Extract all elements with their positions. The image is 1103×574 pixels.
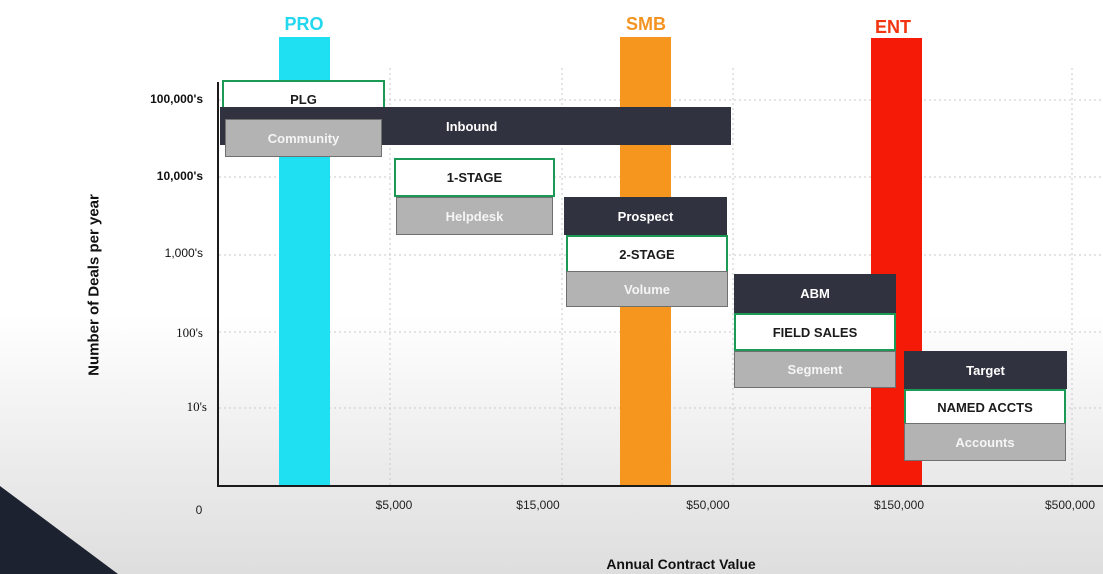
x-axis-title: Annual Contract Value [606,556,756,572]
box-community: Community [225,119,382,157]
box-abm: ABM [734,274,896,313]
y-axis-title: Number of Deals per year [85,194,103,376]
x-tick-50000: $50,000 [686,498,730,512]
box-accounts: Accounts [904,423,1066,461]
x-tick-5000: $5,000 [375,498,413,512]
box-segment: Segment [734,351,896,388]
y-tick-10000: 10,000's [156,169,203,183]
corner-decoration [0,486,118,574]
box-named-accts: NAMED ACCTS [904,389,1066,425]
y-tick-100: 100's [176,325,203,340]
x-tick-150000: $150,000 [873,498,925,512]
box-target: Target [904,351,1067,389]
box-volume: Volume [566,271,728,307]
seg-label-smb: SMB [626,14,666,34]
seg-label-ent: ENT [875,17,911,37]
box-helpdesk: Helpdesk [396,197,553,235]
box-field-sales: FIELD SALES [734,313,896,351]
x-tick-origin: 0 [195,503,203,517]
y-tick-100000: 100,000's [150,92,203,106]
x-tick-500000: $500,000 [1044,498,1096,512]
box-inbound-text: Inbound [446,118,498,134]
box-prospect: Prospect [564,197,727,235]
seg-label-pro: PRO [284,14,324,34]
y-tick-10: 10's [186,399,207,414]
box-1-stage: 1-STAGE [394,158,555,197]
y-tick-1000: 1,000's [164,246,203,260]
x-tick-15000: $15,000 [516,498,560,512]
box-2-stage: 2-STAGE [566,235,728,273]
